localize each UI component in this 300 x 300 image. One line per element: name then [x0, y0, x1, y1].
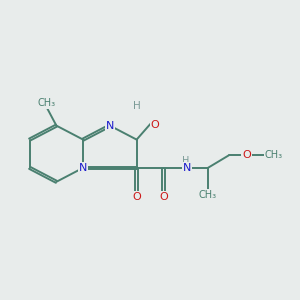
Text: O: O	[159, 192, 168, 202]
Text: N: N	[79, 163, 87, 173]
Text: O: O	[151, 120, 159, 130]
Text: CH₃: CH₃	[265, 150, 283, 160]
Text: H: H	[182, 156, 189, 166]
Text: N: N	[183, 163, 191, 173]
Text: CH₃: CH₃	[199, 190, 217, 200]
Text: O: O	[132, 192, 141, 202]
Text: CH₃: CH₃	[38, 98, 56, 108]
Text: N: N	[106, 121, 114, 130]
Text: O: O	[242, 150, 251, 160]
Text: H: H	[133, 101, 141, 111]
